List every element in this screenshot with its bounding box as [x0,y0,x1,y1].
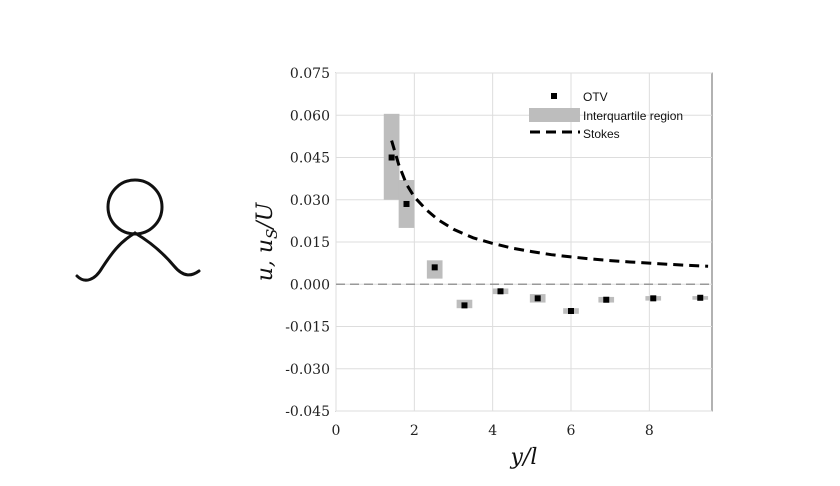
y-tick-label: 0.045 [290,151,330,167]
otv-point [568,308,574,315]
points-layer [388,154,704,315]
otv-point [603,296,610,303]
x-axis-label: y/l [510,445,538,470]
stokes-line [390,140,709,268]
legend-otv-marker [551,93,557,99]
otv-point [403,200,410,207]
legend-iqr-swatch [529,108,580,122]
y-axis-label-main: u, u [253,239,278,281]
y-axis-label-sub: S [263,229,281,239]
y-axis-label-tail: /U [253,201,278,230]
y-axis-label: u, uS/U [253,201,281,281]
x-tick-label: 8 [645,423,654,439]
legend-otv-label: OTV [583,90,608,104]
otv-point [697,294,704,301]
y-tick-label: 0.030 [290,193,330,209]
y-tick-label: 0.015 [290,235,330,251]
y-tick-label: 0.075 [290,66,330,82]
otv-point [431,264,438,271]
x-tick-label: 6 [567,423,576,439]
otv-point [534,295,541,302]
x-tick-label: 2 [410,423,419,439]
otv-point [497,288,504,295]
x-tick-label: 4 [488,423,497,439]
x-tick-label: 0 [332,423,341,439]
y-tick-label: 0.060 [290,108,330,124]
y-tick-label: 0.000 [290,277,330,293]
otv-point [650,295,657,302]
otv-point [388,154,395,161]
y-tick-label: -0.030 [285,362,330,378]
legend-stokes-label: Stokes [583,127,620,141]
plot-area: 0 2 4 6 8 0.075 0.060 0.045 0.030 0.015 0.000 -0.0… [285,66,713,439]
legend: OTV Interquartile region Stokes [529,90,683,141]
y-tick-label: -0.015 [285,320,330,336]
otv-point [461,302,468,309]
legend-iqr-label: Interquartile region [583,109,683,123]
y-tick-label: -0.045 [285,404,330,420]
stick-figure-icon [75,178,201,282]
stokes-layer [390,140,709,268]
y-tick-labels: 0.075 0.060 0.045 0.030 0.015 0.000 -0.015 -0.0… [285,66,330,420]
x-tick-labels: 0 2 4 6 8 [332,423,654,439]
